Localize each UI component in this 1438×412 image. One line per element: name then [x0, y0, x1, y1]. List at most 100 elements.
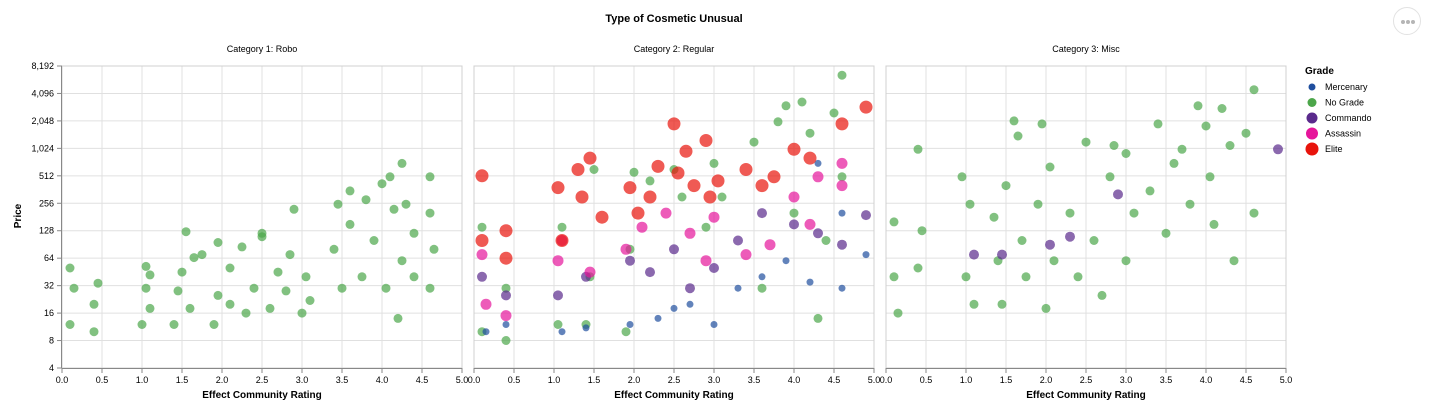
- data-point: [1249, 85, 1259, 95]
- legend-label: Assassin: [1325, 129, 1361, 139]
- panel-title: Category 3: Misc: [1052, 44, 1120, 54]
- data-point: [859, 100, 873, 114]
- data-point: [699, 134, 713, 147]
- data-point: [838, 284, 846, 292]
- x-tick-label: 1.0: [960, 375, 973, 385]
- chart-title: Type of Cosmetic Unusual: [605, 13, 742, 25]
- data-point: [501, 283, 511, 293]
- data-point: [813, 228, 823, 239]
- data-point: [913, 144, 923, 154]
- data-point: [758, 273, 766, 281]
- data-point: [273, 267, 283, 277]
- data-point: [389, 204, 399, 214]
- data-point: [806, 278, 814, 286]
- legend-symbol: [1307, 98, 1317, 107]
- legend-symbol: [1305, 142, 1319, 156]
- x-tick-label: 0.5: [508, 375, 521, 385]
- y-tick-label: 256: [39, 198, 54, 208]
- x-tick-label: 5.0: [456, 375, 469, 385]
- data-point: [734, 284, 742, 292]
- data-point: [717, 192, 727, 202]
- data-point: [429, 244, 439, 254]
- data-point: [475, 169, 489, 183]
- data-point: [1153, 119, 1163, 129]
- data-point: [584, 266, 596, 278]
- data-point: [636, 221, 648, 233]
- data-point: [297, 308, 307, 318]
- data-point: [782, 257, 790, 265]
- legend-symbol: [1308, 83, 1316, 91]
- data-point: [739, 163, 753, 176]
- data-point: [836, 157, 848, 169]
- data-point: [837, 239, 847, 250]
- actions-menu-button[interactable]: [1393, 7, 1421, 35]
- x-tick-label: 4.0: [788, 375, 801, 385]
- x-tick-label: 4.0: [376, 375, 389, 385]
- data-point: [703, 190, 717, 204]
- data-point: [381, 283, 391, 293]
- legend-symbol: [1306, 127, 1318, 140]
- series-commando: [969, 144, 1283, 260]
- data-point: [595, 210, 609, 224]
- data-point: [757, 208, 767, 219]
- data-point: [836, 180, 848, 192]
- x-tick-label: 5.0: [868, 375, 881, 385]
- data-point: [957, 172, 967, 182]
- data-point: [197, 250, 207, 260]
- data-point: [225, 299, 235, 309]
- data-point: [803, 151, 817, 165]
- x-tick-label: 0.5: [920, 375, 933, 385]
- data-point: [1049, 256, 1059, 266]
- data-point: [1121, 256, 1131, 266]
- data-point: [552, 255, 564, 267]
- data-point: [709, 158, 719, 168]
- legend-symbol: [1306, 112, 1318, 124]
- series-assassin: [476, 157, 848, 322]
- data-point: [670, 304, 678, 312]
- data-point: [1045, 239, 1055, 250]
- data-point: [669, 244, 679, 255]
- data-point: [257, 228, 267, 238]
- data-point: [773, 117, 783, 127]
- data-point: [558, 328, 566, 336]
- data-point: [89, 299, 99, 309]
- data-point: [345, 186, 355, 196]
- x-tick-label: 3.5: [336, 375, 349, 385]
- data-point: [1009, 116, 1019, 126]
- x-tick-label: 1.5: [176, 375, 189, 385]
- data-point: [69, 283, 79, 293]
- data-point: [838, 209, 846, 217]
- data-point: [645, 267, 655, 278]
- data-point: [711, 174, 725, 188]
- data-point: [145, 303, 155, 313]
- data-point: [425, 283, 435, 293]
- data-point: [1113, 189, 1123, 200]
- data-point: [709, 263, 719, 273]
- data-point: [837, 172, 847, 182]
- data-point: [643, 190, 657, 204]
- data-point: [555, 234, 569, 247]
- panel-1: Category 1: Robo 0.0 0.5 1.0 1.5 2.0 2.5 3.0 3.5…: [31, 44, 468, 401]
- data-point: [409, 228, 419, 238]
- data-point: [249, 283, 259, 293]
- data-point: [480, 298, 492, 310]
- data-point: [397, 158, 407, 168]
- data-point: [1161, 228, 1171, 238]
- data-point: [553, 320, 563, 329]
- data-point: [65, 263, 75, 273]
- data-point: [1169, 158, 1179, 168]
- data-point: [213, 238, 223, 247]
- x-tick-label: 0.0: [56, 375, 69, 385]
- data-point: [369, 236, 379, 245]
- panel-title: Category 2: Regular: [634, 44, 715, 54]
- data-point: [1209, 219, 1219, 229]
- x-tick-label: 3.0: [296, 375, 309, 385]
- data-point: [557, 222, 567, 232]
- data-point: [425, 208, 435, 218]
- data-point: [475, 234, 489, 247]
- y-tick-label: 128: [39, 226, 54, 236]
- data-point: [623, 181, 637, 195]
- x-axis-label: Effect Community Rating: [202, 390, 321, 401]
- data-point: [804, 218, 816, 230]
